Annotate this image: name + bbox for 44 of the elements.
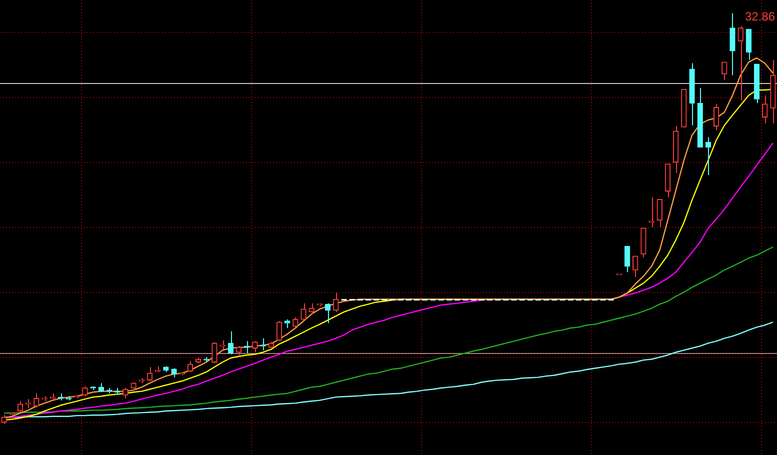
candlestick (770, 60, 776, 124)
candlestick (122, 388, 128, 399)
candlestick (689, 62, 695, 126)
candlestick (187, 360, 194, 372)
candlestick (624, 246, 630, 273)
candlestick (228, 330, 234, 355)
candlestick (300, 302, 306, 321)
candlestick (681, 88, 687, 128)
candlestick (34, 392, 40, 408)
candlestick (656, 199, 662, 228)
candlestick (308, 302, 314, 315)
candlestick (130, 382, 136, 391)
annotation: 32.86 (744, 9, 776, 24)
candlestick (333, 292, 339, 312)
candlestick (163, 366, 169, 372)
candlestick (195, 358, 202, 364)
candlestick (236, 346, 242, 356)
candlestick (722, 62, 728, 81)
candlestick (632, 256, 638, 278)
candlestick (171, 368, 177, 378)
candlestick (754, 64, 760, 104)
candlestick (738, 26, 744, 101)
candlestick (664, 164, 671, 198)
candlestick (138, 378, 144, 384)
candlestick (204, 356, 210, 363)
candlestick (212, 341, 218, 364)
candlestick (179, 371, 185, 376)
candlestick (762, 94, 768, 124)
candlestick (640, 228, 646, 258)
candlestick (1, 414, 7, 425)
candlestick (74, 394, 80, 399)
candlestick (252, 340, 258, 353)
candlestick (705, 136, 712, 176)
candlestick (746, 28, 752, 61)
candlestick (220, 340, 226, 350)
candlestick (260, 338, 266, 351)
candlestick (730, 12, 736, 76)
candlestick (713, 103, 720, 131)
candlestick (17, 400, 24, 413)
candlestick (697, 87, 703, 148)
candlestick (146, 366, 153, 382)
candlestick (26, 398, 32, 409)
candlestick (284, 318, 290, 328)
candlestick (673, 126, 679, 174)
